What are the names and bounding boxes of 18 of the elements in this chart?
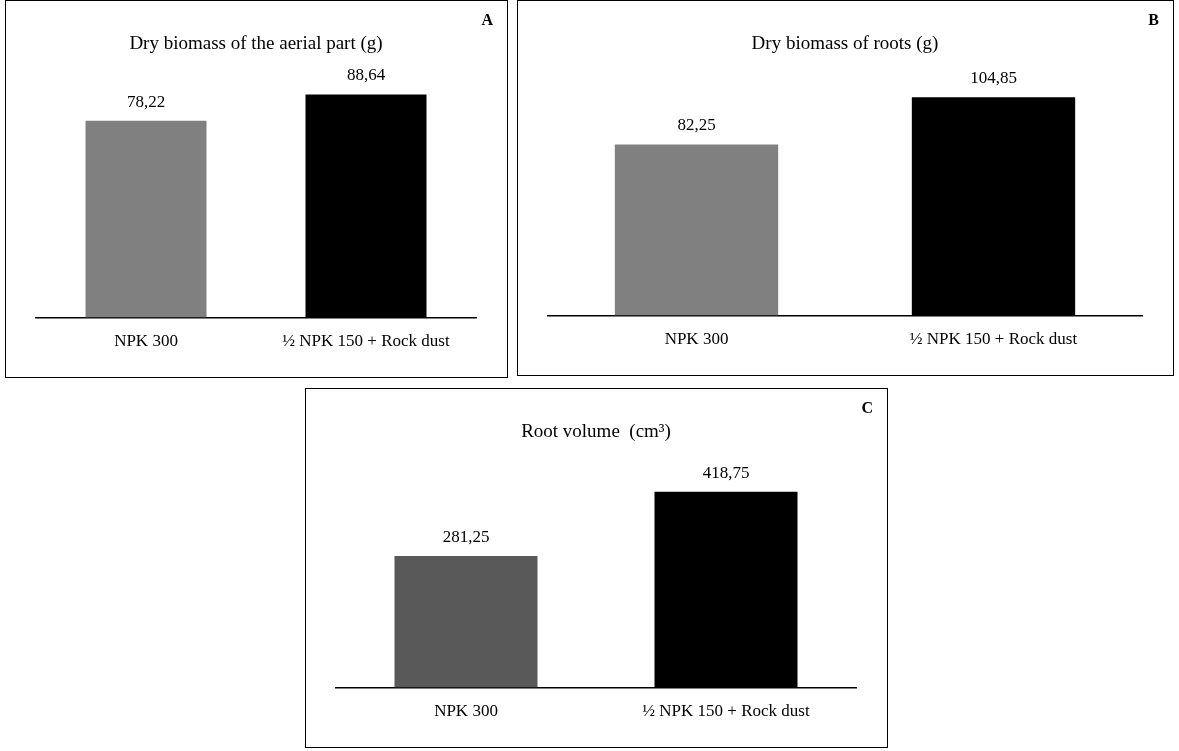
data-label: 88,64 [346, 65, 386, 85]
chart-title: Root volume (cm³) [521, 420, 671, 443]
data-label: 104,85 [970, 68, 1017, 88]
x-tick-label: ½ NPK 150 + Rock dust [642, 701, 810, 721]
data-label: 281,25 [442, 527, 490, 547]
data-label: 418,75 [702, 462, 750, 482]
text: A [481, 11, 493, 29]
text: B [1148, 11, 1159, 29]
x-tick-label: ½ NPK 150 + Rock dust [909, 329, 1078, 349]
x-tick-label: ½ NPK 150 + Rock dust [282, 331, 450, 351]
data-label: 78,22 [126, 91, 166, 111]
x-tick-label: NPK 300 [114, 331, 178, 351]
x-tick-label: NPK 300 [664, 329, 729, 349]
chart-title: Dry biomass of roots (g) [751, 32, 939, 55]
data-label: 82,25 [677, 115, 716, 135]
chart-title: Dry biomass of the aerial part (g) [129, 32, 383, 55]
x-tick-label: NPK 300 [434, 701, 498, 721]
text: C [861, 399, 873, 417]
